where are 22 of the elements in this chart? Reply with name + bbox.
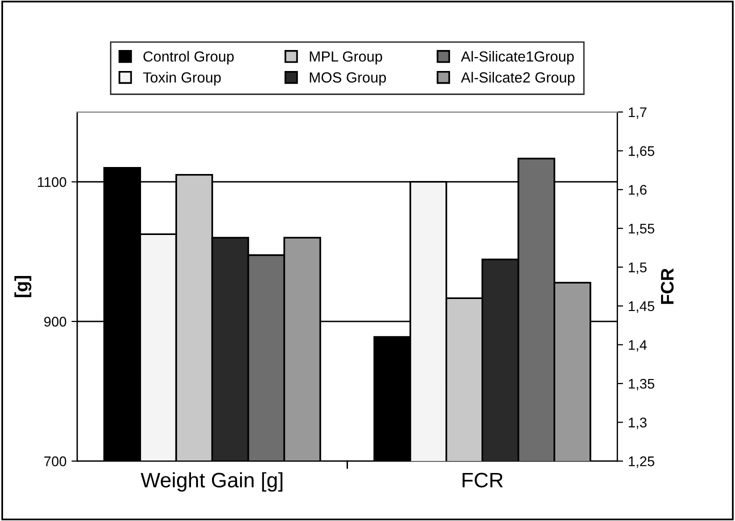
legend-label: Al-Silcate2 Group xyxy=(460,72,575,86)
y2-tick-label: 1,45 xyxy=(628,301,654,313)
y2-tick-label: 1,65 xyxy=(628,146,654,158)
y2-axis-title: FCR xyxy=(660,268,674,304)
legend-label: MPL Group xyxy=(310,51,382,65)
x-tick-label: Weight Gain [g] xyxy=(140,472,282,492)
y2-tick-label: 1,35 xyxy=(628,378,654,390)
y-tick-label: 900 xyxy=(44,316,66,327)
legend-label: MOS Group xyxy=(310,72,386,86)
legend-label: Control Group xyxy=(143,50,234,65)
y2-tick-label: 1,5 xyxy=(628,262,647,274)
legend-label: Toxin Group xyxy=(143,72,221,86)
y2-tick-label: 1,4 xyxy=(628,340,647,352)
y-tick-label: 1100 xyxy=(38,177,66,187)
y-axis-title: [g] xyxy=(14,276,32,298)
legend-label: Al-Silicate1Group xyxy=(460,50,574,65)
y2-tick-label: 1,25 xyxy=(628,456,654,468)
y2-tick-label: 1,6 xyxy=(628,184,647,196)
y2-tick-label: 1,55 xyxy=(628,224,654,236)
y-tick-label: 700 xyxy=(44,456,66,466)
y2-tick-label: 1,3 xyxy=(628,418,647,430)
y2-tick-label: 1,7 xyxy=(628,107,646,119)
